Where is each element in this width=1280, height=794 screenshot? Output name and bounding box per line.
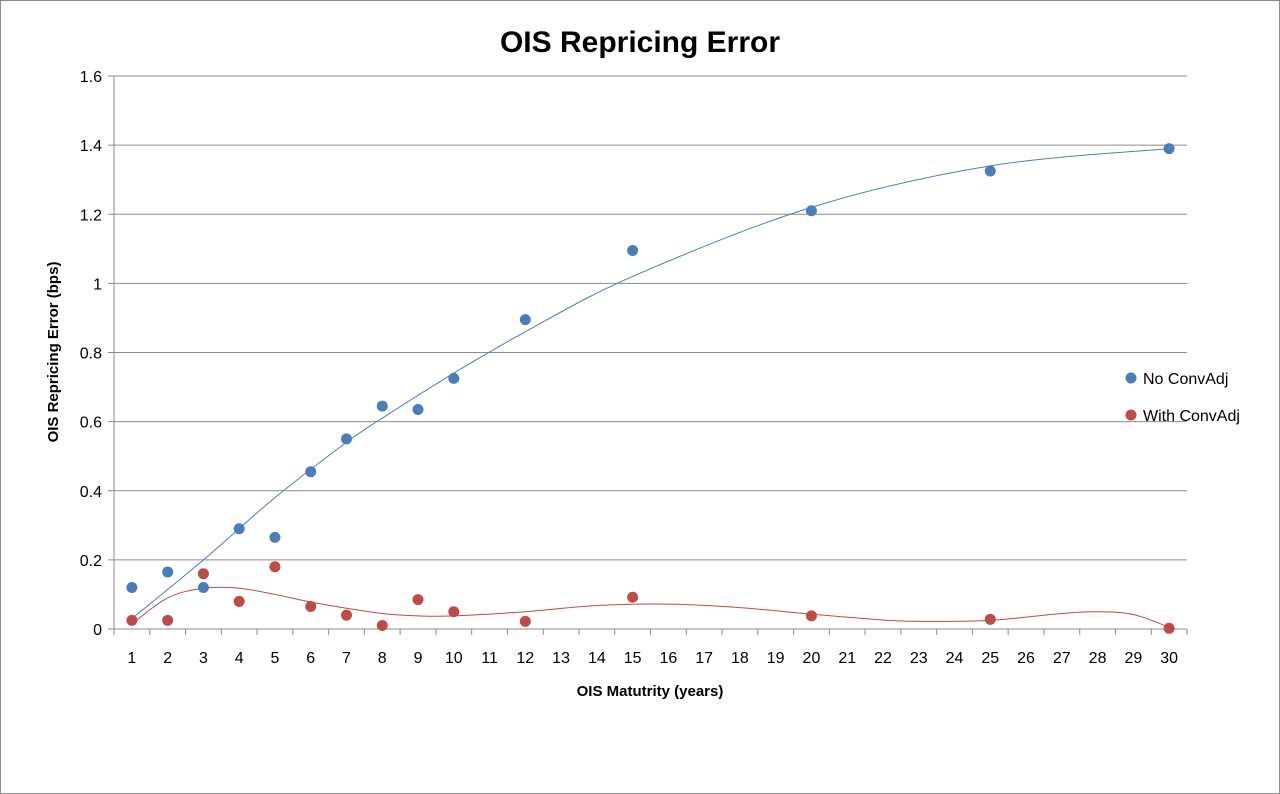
chart-title: OIS Repricing Error [500, 26, 780, 59]
x-tick-label: 16 [659, 650, 677, 667]
y-tick-label: 0 [93, 622, 102, 639]
y-tick-labels: 0 0.2 0.4 0.6 0.8 1 1.2 1.4 1.6 [80, 69, 102, 639]
y-tick-label: 1.2 [80, 207, 102, 224]
x-tick-label: 9 [414, 650, 423, 667]
x-tick-label: 4 [235, 650, 244, 667]
x-tick-label: 19 [767, 650, 785, 667]
point-with-convadj [126, 614, 138, 626]
x-tick-label: 6 [306, 650, 315, 667]
point-no-convadj [448, 372, 460, 384]
legend-marker-no-convadj [1125, 372, 1137, 384]
x-tick-label: 3 [199, 650, 208, 667]
point-with-convadj [627, 591, 639, 603]
point-no-convadj [1163, 143, 1175, 155]
gridlines [108, 75, 1187, 630]
x-tick-label: 13 [552, 650, 570, 667]
legend-marker-with-convadj [1125, 409, 1137, 421]
legend-label-no-convadj: No ConvAdj [1143, 371, 1228, 388]
x-tick-label: 10 [445, 650, 463, 667]
x-tick-label: 24 [946, 650, 964, 667]
point-no-convadj [305, 466, 317, 478]
trendline-no-convadj [131, 148, 1170, 620]
point-with-convadj [269, 561, 281, 573]
y-tick-label: 1.4 [80, 138, 102, 155]
point-with-convadj [340, 609, 352, 621]
point-no-convadj [805, 205, 817, 217]
x-tick-label: 22 [874, 650, 892, 667]
point-no-convadj [519, 314, 531, 326]
x-tick-label: 23 [910, 650, 928, 667]
point-with-convadj [305, 601, 317, 613]
x-tick-labels: 1 2 3 4 5 6 7 8 9 10 11 12 13 14 15 16 17 18 19 20 21 22 23 24 2… [127, 650, 1178, 667]
trendline-with-convadj [131, 586, 1170, 628]
point-with-convadj [984, 613, 996, 625]
axes [113, 76, 1188, 635]
point-with-convadj [162, 614, 174, 626]
x-tick-label: 12 [516, 650, 534, 667]
point-with-convadj [233, 595, 245, 607]
point-with-convadj [1163, 622, 1175, 634]
y-tick-label: 0.2 [80, 553, 102, 570]
x-tick-label: 20 [803, 650, 821, 667]
point-with-convadj [376, 620, 388, 632]
y-tick-label: 1.6 [80, 69, 102, 86]
point-no-convadj [412, 404, 424, 416]
point-no-convadj [233, 523, 245, 535]
x-tick-label: 17 [695, 650, 713, 667]
y-tick-label: 0.8 [80, 346, 102, 363]
point-no-convadj [376, 400, 388, 412]
x-tick-label: 15 [624, 650, 642, 667]
point-no-convadj [340, 433, 352, 445]
x-tick-label: 2 [163, 650, 172, 667]
trendlines [131, 148, 1170, 628]
x-tick-label: 7 [342, 650, 351, 667]
x-tick-label: 18 [731, 650, 749, 667]
x-axis-label: OIS Matutrity (years) [577, 683, 724, 700]
point-with-convadj [412, 594, 424, 606]
point-with-convadj [519, 615, 531, 627]
x-tick-label: 26 [1017, 650, 1035, 667]
y-tick-label: 1 [93, 276, 102, 293]
point-no-convadj [984, 165, 996, 177]
x-tick-label: 11 [481, 650, 498, 667]
point-no-convadj [126, 582, 138, 594]
y-tick-label: 0.6 [80, 415, 102, 432]
point-with-convadj [448, 606, 460, 618]
point-no-convadj [627, 245, 639, 257]
x-tick-label: 25 [981, 650, 999, 667]
y-tick-label: 0.4 [80, 484, 102, 501]
x-tick-label: 29 [1124, 650, 1142, 667]
x-tick-label: 5 [270, 650, 279, 667]
x-tick-label: 27 [1053, 650, 1071, 667]
point-with-convadj [805, 610, 817, 622]
legend: No ConvAdj With ConvAdj [1125, 371, 1240, 425]
data-points [126, 143, 1175, 634]
x-tick-label: 14 [588, 650, 606, 667]
x-tick-label: 28 [1089, 650, 1107, 667]
x-tick-label: 30 [1160, 650, 1178, 667]
point-with-convadj [197, 568, 209, 580]
point-no-convadj [269, 531, 281, 543]
legend-label-with-convadj: With ConvAdj [1143, 408, 1240, 425]
point-no-convadj [197, 582, 209, 594]
y-axis-label: OIS Repricing Error (bps) [45, 262, 62, 443]
x-tick-label: 21 [838, 650, 856, 667]
point-no-convadj [162, 566, 174, 578]
x-tick-label: 1 [127, 650, 136, 667]
x-tick-label: 8 [378, 650, 387, 667]
